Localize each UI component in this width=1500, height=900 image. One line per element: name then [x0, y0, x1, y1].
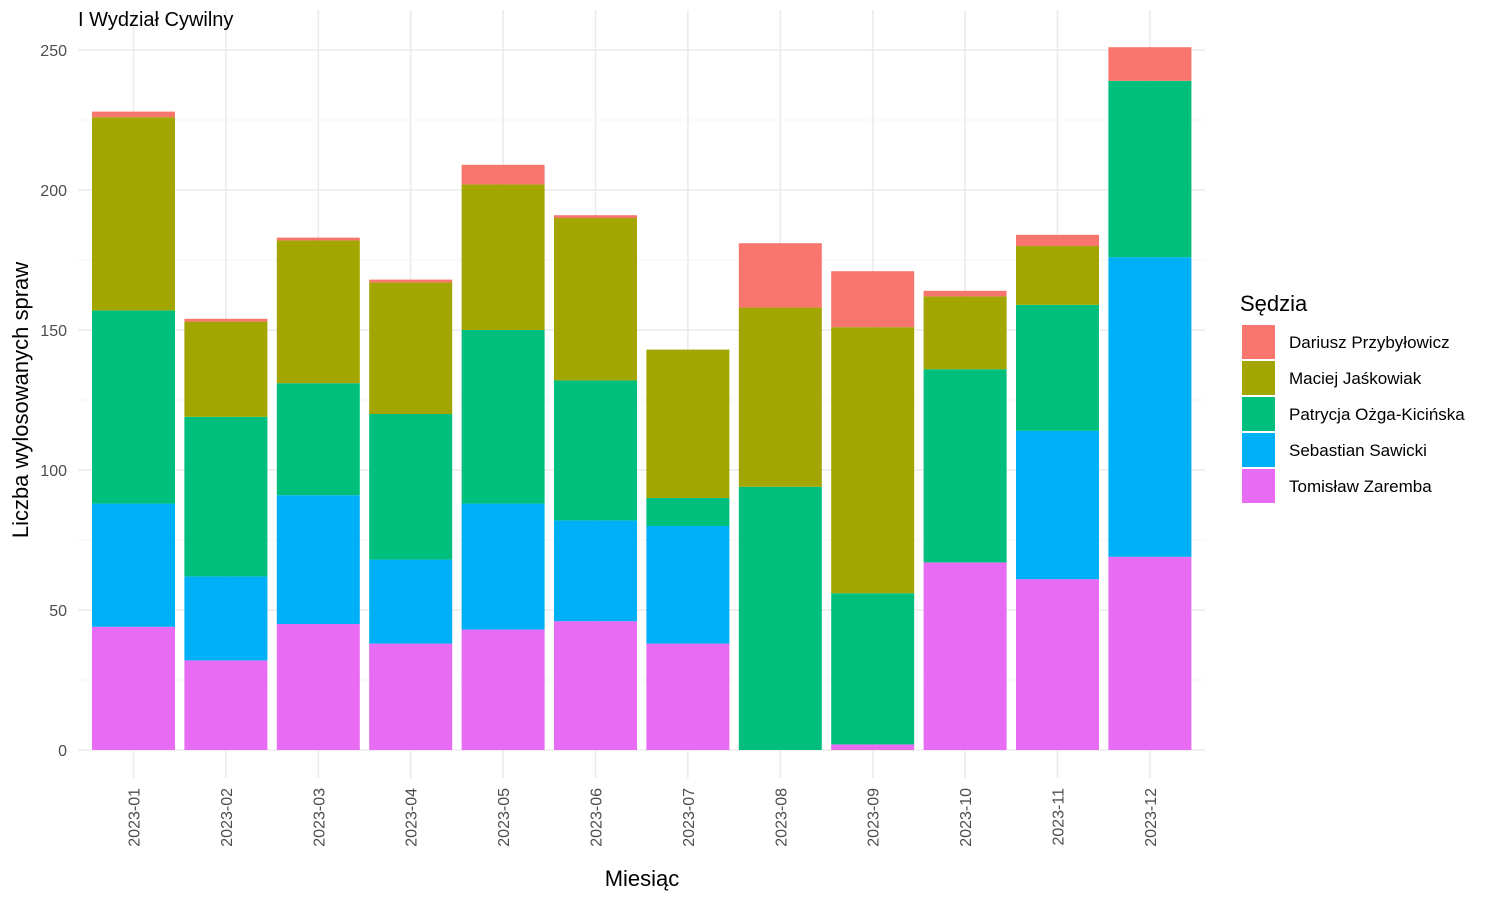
legend-label: Dariusz Przybyłowicz [1289, 333, 1450, 352]
bar-segment [738, 486, 822, 750]
x-tick-label: 2023-12 [1143, 788, 1160, 847]
bar-segment [738, 307, 822, 487]
legend-swatch [1242, 433, 1275, 467]
x-tick-label: 2023-09 [866, 788, 883, 847]
bar-segment [554, 218, 637, 381]
bar-segment [831, 593, 915, 745]
y-axis-title: Liczba wylosowanych spraw [8, 262, 33, 538]
bar-segment [461, 164, 545, 185]
x-tick-label: 2023-01 [127, 788, 144, 847]
bar-segment [461, 184, 545, 330]
legend-label: Tomisław Zaremba [1289, 477, 1432, 496]
bar-segment [92, 626, 175, 750]
bar-segment [369, 643, 453, 750]
bar-segment [1016, 579, 1099, 750]
bar-segment [461, 503, 545, 630]
bar-segment [276, 237, 360, 241]
bar-segment [1016, 304, 1099, 431]
bar-segment [646, 349, 730, 498]
bar-segment [184, 318, 268, 322]
y-tick-label: 50 [49, 603, 67, 620]
bar-segment [461, 330, 545, 504]
x-axis-ticks: 2023-01 2023-02 2023-03 2023-04 2023-05 2023-… [127, 788, 1160, 847]
legend-swatch [1242, 361, 1275, 395]
bar-segment [1016, 234, 1099, 246]
chart-title: I Wydział Cywilny [78, 9, 233, 31]
x-tick-label: 2023-08 [773, 788, 790, 847]
bar-segment [276, 495, 360, 624]
bar-segment [923, 296, 1007, 370]
x-tick-label: 2023-05 [496, 788, 513, 847]
bars [92, 47, 1192, 750]
bar-segment [276, 383, 360, 496]
x-tick-label: 2023-10 [958, 788, 975, 847]
y-axis-ticks: 0 50 100 150 200 250 [40, 43, 67, 760]
bar-segment [554, 215, 637, 218]
bar-segment [92, 111, 175, 118]
x-tick-label: 2023-06 [589, 788, 606, 847]
bar-segment [1108, 556, 1192, 750]
bar-segment [554, 520, 637, 622]
x-tick-label: 2023-11 [1051, 788, 1068, 846]
y-tick-label: 250 [40, 43, 67, 60]
bar-segment [554, 621, 637, 750]
bar-segment [1108, 47, 1192, 81]
bar-segment [831, 271, 915, 328]
bar-segment [923, 290, 1007, 297]
bar-segment [646, 498, 730, 526]
legend-title: Sędzia [1240, 291, 1308, 316]
bar-segment [92, 310, 175, 504]
bar-segment [92, 503, 175, 627]
bar-segment [554, 380, 637, 521]
bar-segment [276, 240, 360, 384]
bar-segment [1016, 246, 1099, 305]
bar-segment [1108, 80, 1192, 258]
bar-segment [646, 643, 730, 750]
bar-segment [184, 576, 268, 661]
bar-segment [461, 629, 545, 750]
bar-segment [738, 243, 822, 308]
bar-segment [1016, 430, 1099, 580]
x-axis-title: Miesiąc [605, 866, 680, 891]
bar-segment [369, 559, 453, 644]
legend-swatch [1242, 325, 1275, 359]
legend-label: Patrycja Ożga-Kicińska [1289, 405, 1465, 424]
legend-label: Sebastian Sawicki [1289, 441, 1427, 460]
bar-segment [369, 279, 453, 283]
y-tick-label: 100 [40, 463, 67, 480]
bar-segment [92, 117, 175, 311]
bar-segment [276, 624, 360, 750]
x-tick-label: 2023-04 [404, 788, 421, 847]
x-tick-label: 2023-02 [219, 788, 236, 847]
y-tick-label: 0 [58, 743, 67, 760]
legend: Sędzia Dariusz Przybyłowicz Maciej Jaśkow… [1240, 291, 1465, 503]
x-tick-label: 2023-03 [311, 788, 328, 847]
bar-segment [831, 327, 915, 594]
legend-label: Maciej Jaśkowiak [1289, 369, 1422, 388]
legend-swatch [1242, 469, 1275, 503]
legend-swatch [1242, 397, 1275, 431]
bar-segment [184, 416, 268, 577]
bar-segment [184, 660, 268, 750]
bar-segment [923, 562, 1007, 750]
y-tick-label: 200 [40, 183, 67, 200]
bar-segment [831, 744, 915, 750]
bar-segment [1108, 257, 1192, 557]
bar-segment [646, 526, 730, 644]
bar-segment [369, 282, 453, 414]
bar-segment [184, 321, 268, 417]
y-tick-label: 150 [40, 323, 67, 340]
bar-segment [369, 414, 453, 560]
x-tick-label: 2023-07 [681, 788, 698, 847]
bar-segment [923, 369, 1007, 563]
